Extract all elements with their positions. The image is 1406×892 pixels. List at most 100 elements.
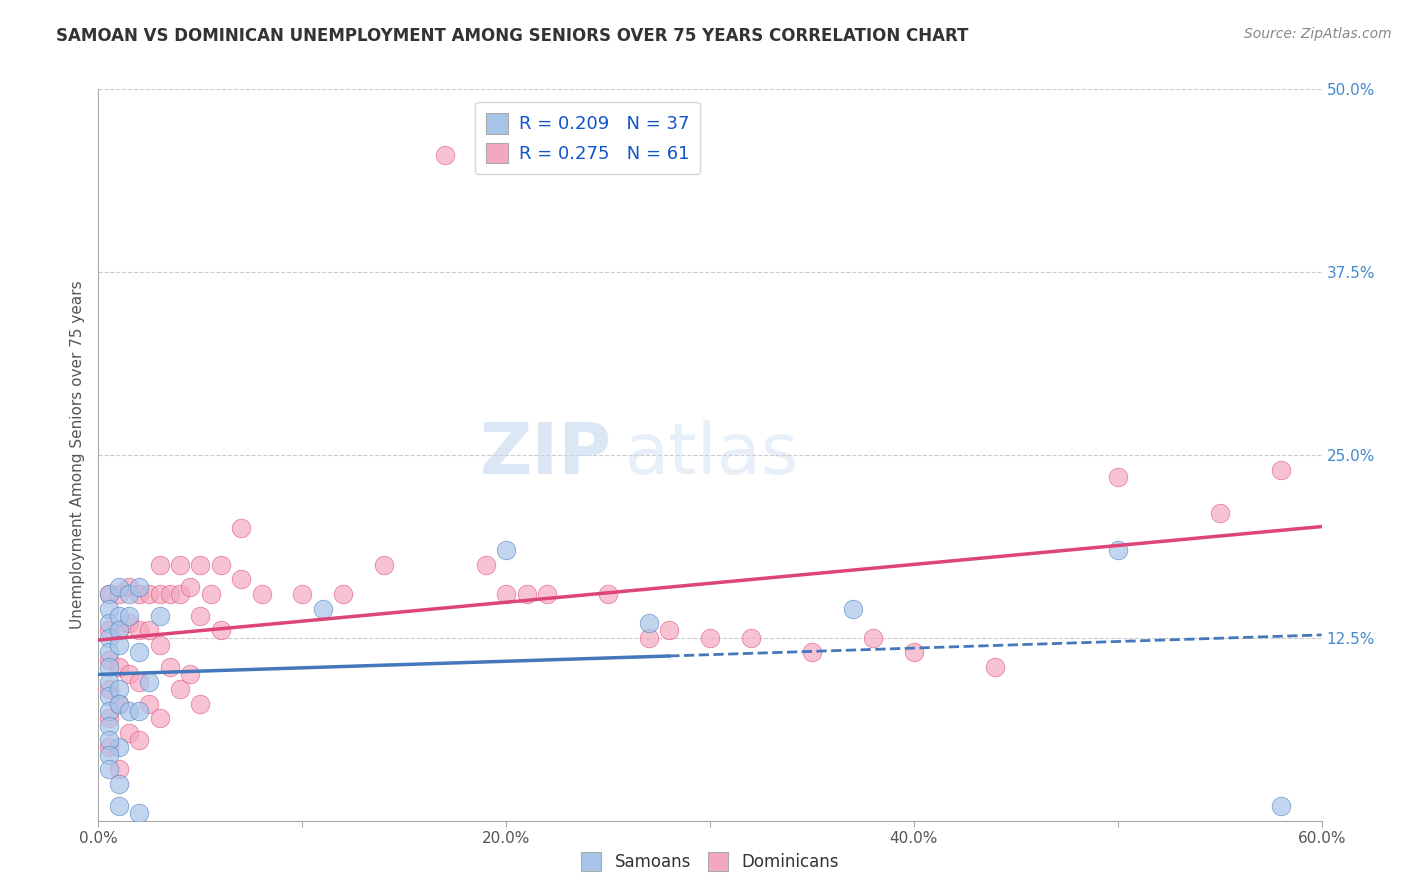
Point <box>138 587 160 601</box>
Point <box>97 681 120 696</box>
Point <box>149 608 172 623</box>
Point <box>200 587 222 601</box>
Point <box>97 674 120 689</box>
Point <box>97 587 120 601</box>
Point <box>97 704 120 718</box>
Point <box>138 674 160 689</box>
Point <box>231 521 253 535</box>
Point <box>97 660 120 674</box>
Point <box>97 601 120 615</box>
Text: Source: ZipAtlas.com: Source: ZipAtlas.com <box>1244 27 1392 41</box>
Point <box>598 587 620 601</box>
Point <box>108 660 131 674</box>
Point <box>118 608 141 623</box>
Point <box>149 558 172 572</box>
Point <box>638 631 661 645</box>
Point <box>118 616 141 631</box>
Point <box>903 645 925 659</box>
Point <box>1107 543 1129 558</box>
Point <box>97 711 120 725</box>
Text: atlas: atlas <box>624 420 799 490</box>
Point <box>1270 799 1292 814</box>
Point <box>108 697 131 711</box>
Point <box>474 558 498 572</box>
Point <box>312 601 335 615</box>
Point <box>97 733 120 747</box>
Point <box>108 638 131 652</box>
Point <box>841 601 863 615</box>
Point <box>97 587 120 601</box>
Point <box>108 799 131 814</box>
Point <box>97 747 120 762</box>
Point <box>128 645 150 659</box>
Point <box>97 631 120 645</box>
Point <box>108 608 131 623</box>
Point <box>495 543 517 558</box>
Point <box>373 558 395 572</box>
Point <box>209 558 232 572</box>
Text: SAMOAN VS DOMINICAN UNEMPLOYMENT AMONG SENIORS OVER 75 YEARS CORRELATION CHART: SAMOAN VS DOMINICAN UNEMPLOYMENT AMONG S… <box>56 27 969 45</box>
Point <box>159 587 181 601</box>
Point <box>128 674 150 689</box>
Point <box>108 697 131 711</box>
Point <box>97 645 120 659</box>
Point <box>699 631 721 645</box>
Point <box>128 587 150 601</box>
Text: ZIP: ZIP <box>479 420 612 490</box>
Point <box>159 660 181 674</box>
Point <box>108 740 131 755</box>
Point <box>179 580 201 594</box>
Point <box>118 704 141 718</box>
Point <box>658 624 681 638</box>
Point <box>862 631 884 645</box>
Point <box>1107 470 1129 484</box>
Point <box>516 587 538 601</box>
Point <box>801 645 824 659</box>
Point <box>128 704 150 718</box>
Point <box>1209 507 1232 521</box>
Point <box>434 148 457 162</box>
Point <box>638 616 661 631</box>
Point <box>108 763 131 777</box>
Point <box>138 624 160 638</box>
Point <box>118 587 141 601</box>
Point <box>97 763 120 777</box>
Point <box>984 660 1007 674</box>
Point <box>128 624 150 638</box>
Point <box>149 587 172 601</box>
Point <box>108 624 131 638</box>
Point <box>149 638 172 652</box>
Point <box>740 631 762 645</box>
Point <box>332 587 354 601</box>
Point <box>250 587 273 601</box>
Point <box>188 558 212 572</box>
Point <box>108 580 131 594</box>
Point <box>118 726 141 740</box>
Point <box>118 667 141 681</box>
Point <box>118 580 141 594</box>
Point <box>179 667 201 681</box>
Point <box>97 616 120 631</box>
Point <box>128 806 150 821</box>
Point <box>209 624 232 638</box>
Point <box>495 587 517 601</box>
Point <box>169 558 191 572</box>
Point <box>128 733 150 747</box>
Point <box>138 697 160 711</box>
Point <box>188 697 212 711</box>
Point <box>97 718 120 732</box>
Point <box>97 653 120 667</box>
Point <box>149 711 172 725</box>
Point <box>108 587 131 601</box>
Point <box>97 740 120 755</box>
Point <box>188 608 212 623</box>
Point <box>169 681 191 696</box>
Point <box>231 572 253 586</box>
Point <box>536 587 558 601</box>
Point <box>108 624 131 638</box>
Point <box>108 777 131 791</box>
Point <box>108 681 131 696</box>
Point <box>169 587 191 601</box>
Point <box>97 690 120 704</box>
Point <box>97 624 120 638</box>
